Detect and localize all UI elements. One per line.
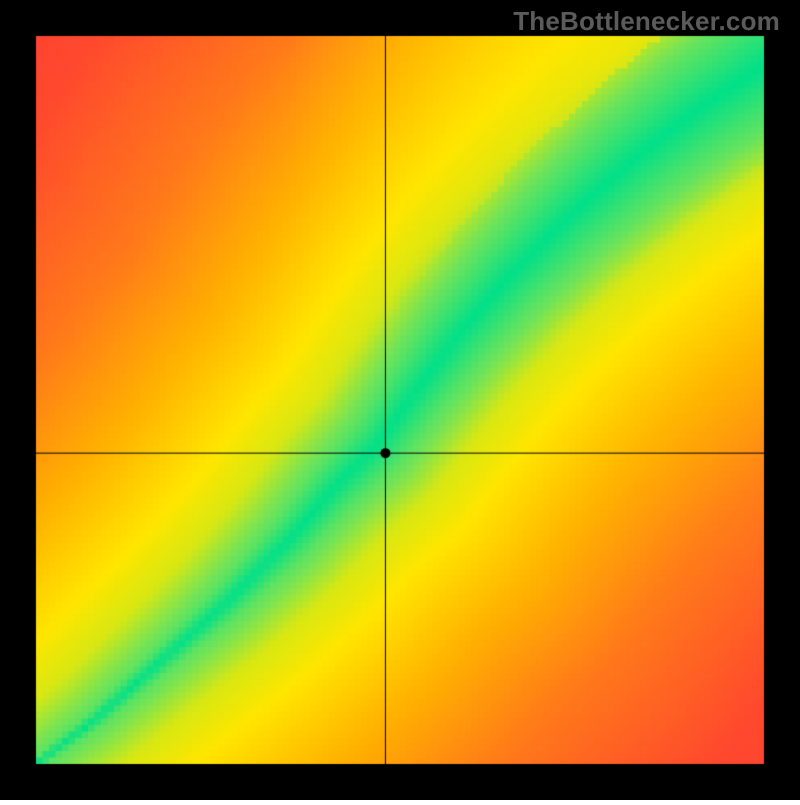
heatmap-canvas — [0, 0, 800, 800]
watermark-text: TheBottlenecker.com — [513, 6, 780, 37]
bottleneck-heatmap-chart: TheBottlenecker.com — [0, 0, 800, 800]
